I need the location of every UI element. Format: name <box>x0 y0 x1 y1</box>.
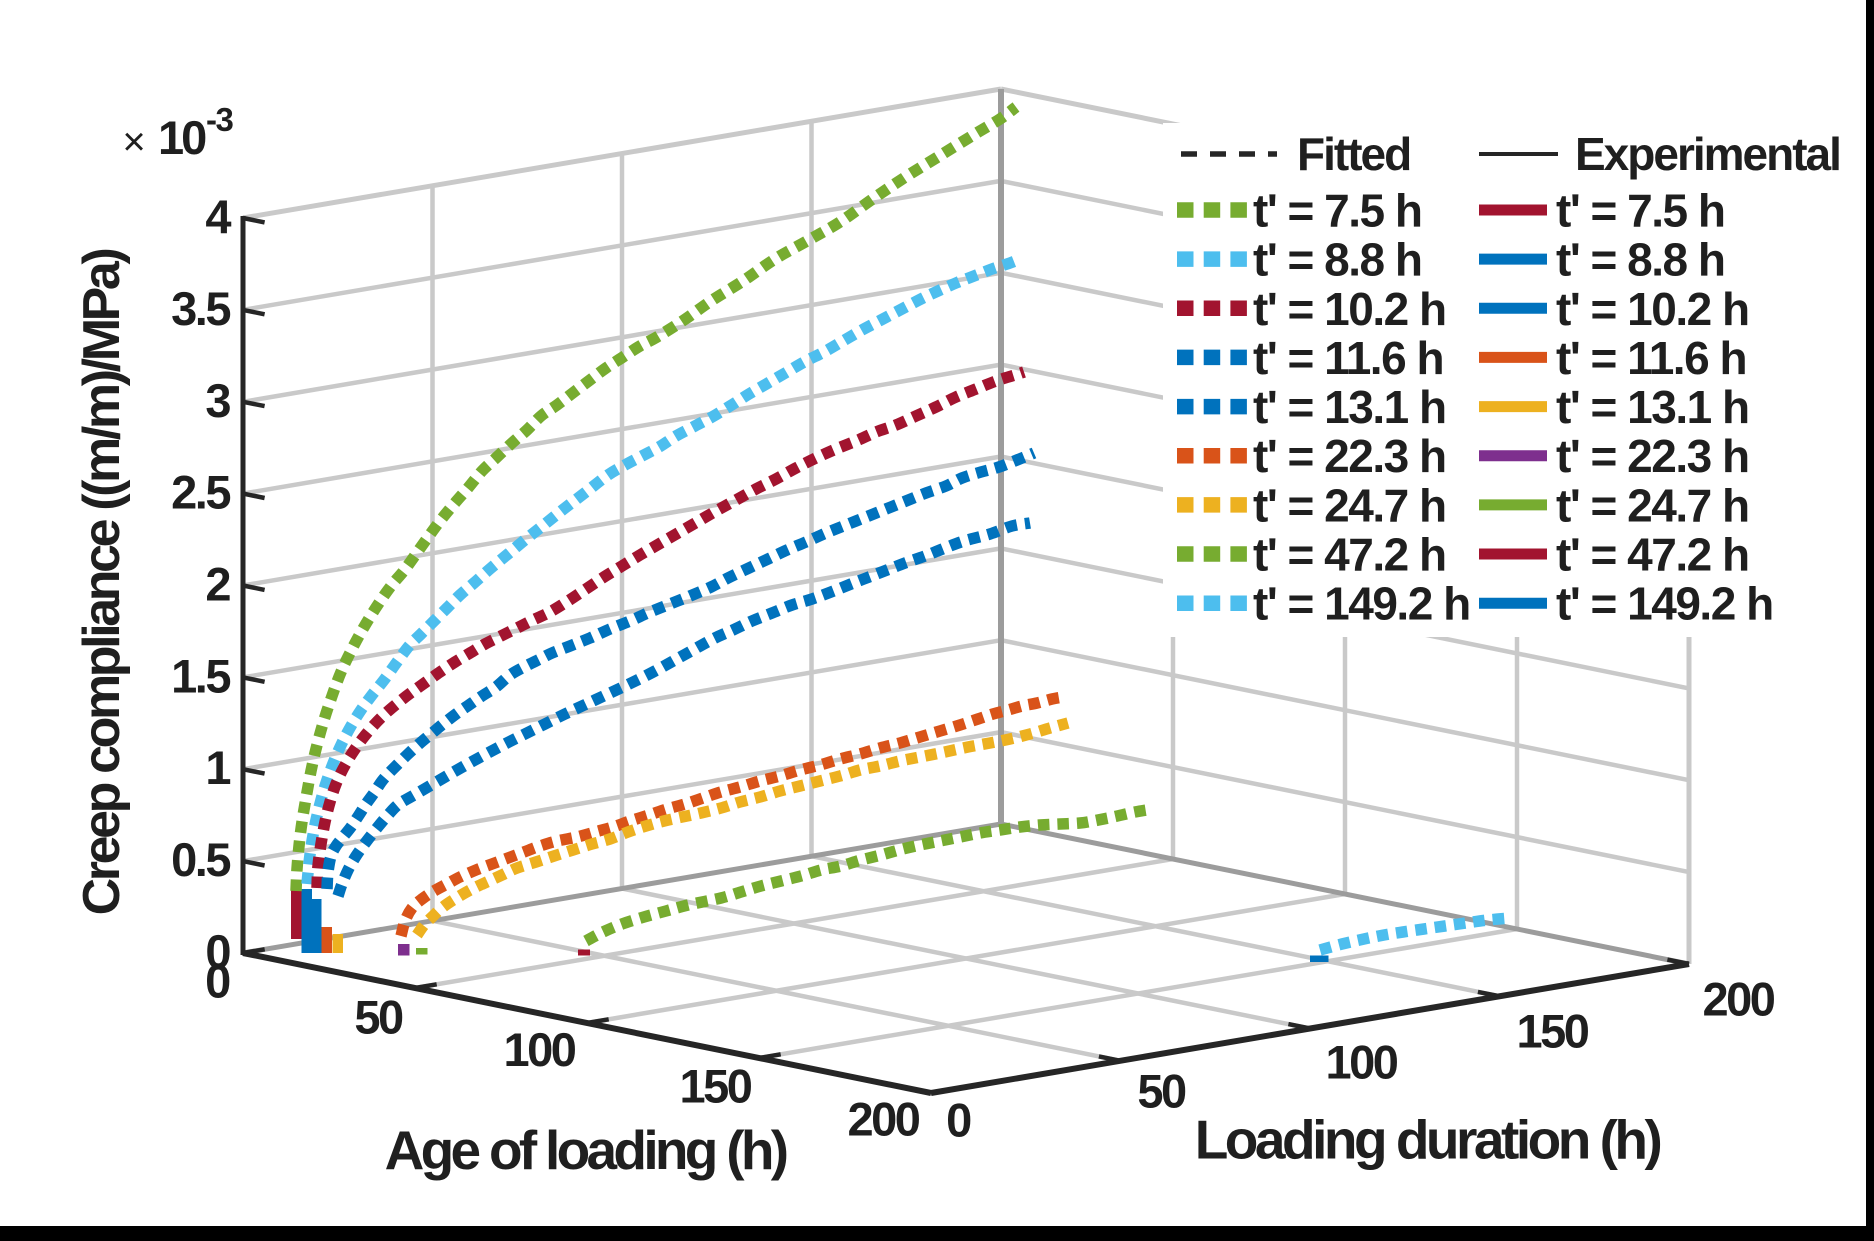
svg-text:3: 3 <box>205 374 230 427</box>
svg-text:t' = 22.3 h: t' = 22.3 h <box>1253 430 1446 482</box>
svg-text:0.5: 0.5 <box>171 833 230 886</box>
svg-text:1: 1 <box>205 741 230 794</box>
svg-text:Loading duration (h): Loading duration (h) <box>1195 1109 1661 1171</box>
svg-text:50: 50 <box>354 991 403 1044</box>
svg-text:t' = 13.1 h: t' = 13.1 h <box>1556 381 1749 433</box>
svg-text:10: 10 <box>158 111 206 164</box>
svg-text:t' = 11.6 h: t' = 11.6 h <box>1253 332 1443 384</box>
svg-text:t' = 10.2 h: t' = 10.2 h <box>1556 283 1749 335</box>
svg-text:t' = 8.8 h: t' = 8.8 h <box>1556 234 1725 286</box>
svg-text:200: 200 <box>848 1093 920 1146</box>
svg-text:t' = 8.8 h: t' = 8.8 h <box>1253 234 1422 286</box>
svg-text:100: 100 <box>1326 1036 1398 1089</box>
svg-text:150: 150 <box>680 1060 752 1113</box>
svg-text:0: 0 <box>946 1094 971 1147</box>
svg-text:t' = 7.5 h: t' = 7.5 h <box>1556 185 1725 237</box>
svg-text:4: 4 <box>205 190 231 243</box>
svg-text:t' = 47.2 h: t' = 47.2 h <box>1253 529 1446 581</box>
svg-text:t' = 10.2 h: t' = 10.2 h <box>1253 283 1446 335</box>
svg-text:Age of loading (h): Age of loading (h) <box>385 1119 787 1181</box>
svg-text:1.5: 1.5 <box>171 649 230 702</box>
svg-text:t' = 13.1 h: t' = 13.1 h <box>1253 381 1446 433</box>
svg-text:0: 0 <box>205 955 230 1008</box>
svg-text:t' = 24.7 h: t' = 24.7 h <box>1556 479 1749 531</box>
svg-text:100: 100 <box>504 1023 576 1076</box>
svg-text:Fitted: Fitted <box>1297 128 1410 180</box>
svg-text:t' = 7.5 h: t' = 7.5 h <box>1253 185 1422 237</box>
svg-text:50: 50 <box>1137 1065 1186 1118</box>
svg-text:t' = 149.2 h: t' = 149.2 h <box>1556 578 1773 630</box>
svg-text:Experimental: Experimental <box>1575 128 1840 180</box>
svg-text:200: 200 <box>1703 973 1775 1026</box>
svg-text:t' = 11.6 h: t' = 11.6 h <box>1556 332 1746 384</box>
svg-text:t' = 47.2 h: t' = 47.2 h <box>1556 529 1749 581</box>
svg-text:150: 150 <box>1517 1005 1589 1058</box>
svg-text:Creep compliance ((m/m)/MPa): Creep compliance ((m/m)/MPa) <box>73 250 131 916</box>
svg-text:2: 2 <box>205 558 230 611</box>
svg-text:×: × <box>122 120 145 164</box>
svg-text:-3: -3 <box>206 101 233 138</box>
svg-text:t' = 22.3 h: t' = 22.3 h <box>1556 430 1749 482</box>
svg-text:t' = 149.2 h: t' = 149.2 h <box>1253 578 1470 630</box>
svg-text:2.5: 2.5 <box>171 466 230 519</box>
svg-text:0: 0 <box>205 925 230 978</box>
svg-text:t' = 24.7 h: t' = 24.7 h <box>1253 479 1446 531</box>
svg-text:3.5: 3.5 <box>171 282 230 335</box>
